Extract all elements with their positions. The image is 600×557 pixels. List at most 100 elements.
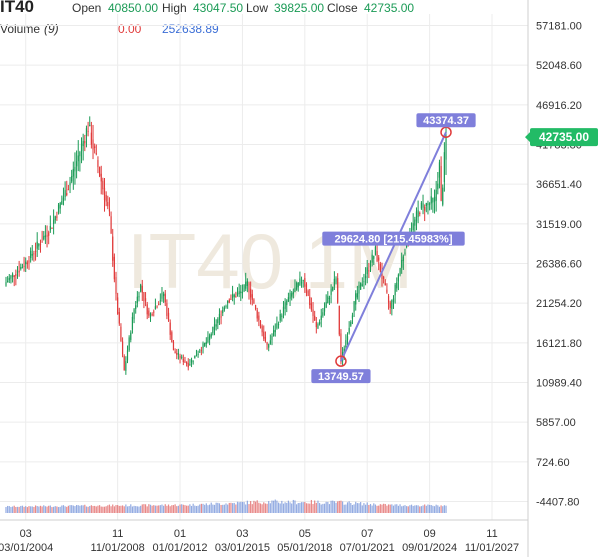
candle-body (355, 293, 357, 305)
candle-body (287, 297, 290, 302)
volume-bar (77, 505, 79, 513)
price-tick-label: 16121.80 (536, 338, 582, 350)
candle-body (320, 315, 322, 320)
candles (5, 116, 447, 375)
candle-body (44, 235, 47, 238)
volume-bar (151, 505, 153, 513)
volume-bar (438, 506, 441, 513)
volume-bar (210, 502, 212, 513)
volume-bar (287, 500, 290, 513)
volume-bar (20, 505, 22, 513)
volume-bar (126, 506, 129, 513)
volume-bar (263, 502, 265, 513)
volume-bar (320, 504, 322, 513)
trendline-start-label: 13749.57 (318, 371, 364, 383)
volume-bar (158, 505, 160, 513)
candle-body (71, 176, 73, 182)
candle-body (195, 355, 198, 357)
volume-bar (166, 505, 168, 513)
volume-bar (355, 501, 357, 513)
volume-bar (61, 505, 63, 513)
candle-body (112, 236, 114, 261)
volume-bar (328, 504, 331, 513)
volume-bar (410, 504, 413, 513)
candle-body (231, 293, 234, 298)
candle-body (302, 280, 304, 282)
candle-body (383, 276, 385, 279)
candle-body (57, 204, 60, 213)
volume-bar (369, 503, 372, 513)
candle-body (258, 315, 260, 321)
candle-body (103, 187, 106, 201)
volume-bar (90, 505, 92, 513)
candle-body (378, 257, 380, 261)
volume-bar (399, 504, 401, 513)
volume-bar (406, 506, 408, 513)
volume-bar (59, 506, 61, 513)
volume-bar (392, 505, 395, 513)
candle-body (281, 315, 283, 317)
candle-body (238, 291, 240, 295)
volume-bar (13, 505, 15, 513)
volume-bar (236, 501, 239, 513)
volume-bar (269, 503, 271, 513)
volume-bar (33, 506, 35, 513)
volume-bar (338, 500, 340, 513)
candle-body (348, 327, 350, 333)
volume-bar (258, 502, 260, 513)
volume-bar (103, 506, 106, 513)
candle-body (130, 332, 132, 340)
time-tick-label-bottom: 07/01/2021 (340, 542, 395, 554)
volume-bar (10, 506, 12, 513)
candle-body (412, 223, 414, 230)
candle-body (181, 356, 183, 358)
candle-body (369, 266, 372, 268)
volume-bar (284, 502, 286, 513)
volume-bar (445, 505, 447, 513)
candle-body (140, 284, 142, 292)
candle-body (345, 340, 347, 347)
volume-bar (39, 505, 42, 513)
candle-body (202, 343, 204, 349)
volume-bar (133, 505, 135, 513)
volume-bar (8, 506, 10, 513)
volume-bar (46, 506, 48, 513)
volume-bar (361, 505, 363, 513)
volume-bar (31, 506, 33, 513)
candle-body (273, 330, 275, 337)
candle-body (39, 244, 42, 246)
volume-bars (5, 499, 447, 513)
candle-body (21, 267, 24, 269)
candle-body (141, 285, 143, 293)
trendline (340, 131, 447, 362)
volume-bar (322, 503, 324, 513)
candle-body (340, 333, 342, 362)
volume-bar (317, 500, 319, 513)
volume-bar (312, 503, 314, 513)
volume-bar (291, 503, 293, 513)
volume-bar (74, 506, 76, 513)
candle-body (8, 277, 10, 281)
volume-bar (241, 501, 244, 513)
candle-body (289, 293, 291, 299)
volume-bar (43, 505, 45, 513)
volume-bar (397, 505, 400, 513)
volume-bar (296, 504, 298, 513)
volume-bar (95, 506, 97, 513)
candle-body (210, 333, 212, 337)
volume-bar (199, 504, 201, 513)
candle-body (59, 203, 61, 209)
candle-body (98, 166, 101, 177)
volume-bar (376, 505, 378, 513)
candle-body (220, 316, 222, 318)
candle-body (33, 253, 35, 255)
time-tick-label-top: 05 (299, 528, 311, 540)
time-tick-label-bottom: 11/01/2027 (465, 542, 519, 554)
candle-body (48, 232, 50, 236)
close-label: Close (327, 1, 358, 15)
volume-bar (85, 506, 88, 513)
candle-body (117, 297, 119, 314)
last-price-label: 42735.00 (539, 130, 589, 144)
candle-body (415, 211, 418, 222)
